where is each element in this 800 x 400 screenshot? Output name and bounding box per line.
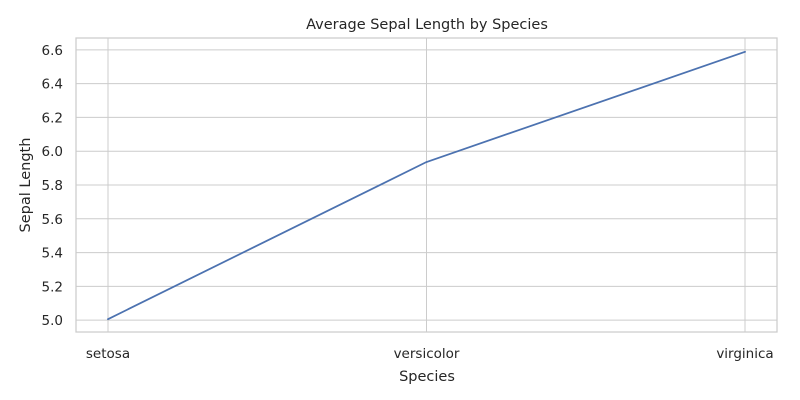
y-tick-label: 5.2 [42, 279, 63, 295]
y-tick-label: 6.0 [42, 144, 63, 160]
gridlines [76, 38, 777, 332]
x-tick-labels: setosa versicolor virginica [86, 346, 774, 362]
x-tick-label: setosa [86, 346, 130, 362]
y-tick-label: 5.4 [42, 246, 63, 262]
y-tick-label: 5.0 [42, 313, 63, 329]
y-axis-label: Sepal Length [18, 138, 34, 233]
x-tick-label: versicolor [394, 346, 460, 362]
y-tick-labels: 5.0 5.2 5.4 5.6 5.8 6.0 6.2 6.4 6.6 [42, 43, 63, 329]
chart-title: Average Sepal Length by Species [306, 17, 548, 33]
x-axis-label: Species [399, 369, 455, 385]
y-tick-label: 6.6 [42, 43, 63, 59]
y-tick-label: 5.6 [42, 212, 63, 228]
x-tick-label: virginica [716, 346, 773, 362]
y-tick-label: 6.2 [42, 110, 63, 126]
data-point [744, 51, 746, 53]
y-tick-label: 6.4 [42, 77, 63, 93]
series-layer [107, 50, 746, 321]
plot-frame [75, 37, 778, 333]
data-point [425, 161, 428, 163]
data-point [107, 318, 109, 320]
y-tick-label: 5.8 [42, 178, 63, 194]
